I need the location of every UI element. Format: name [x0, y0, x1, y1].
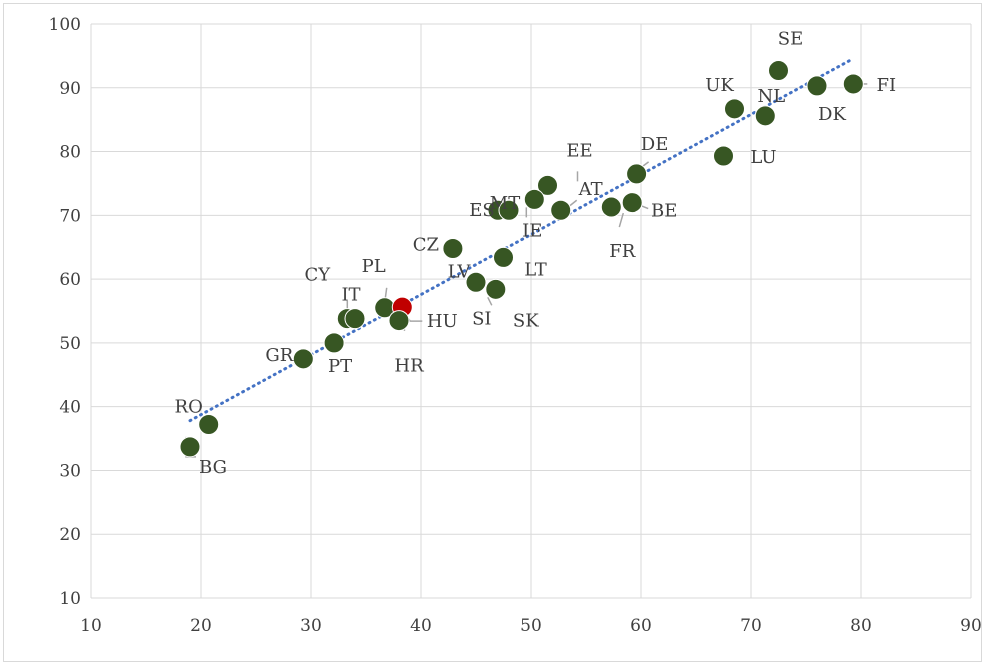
point-label: LT: [524, 259, 547, 280]
point-label: GR: [265, 345, 293, 366]
point-label: CY: [304, 265, 331, 286]
y-tick-label: 20: [59, 525, 81, 545]
data-point: [493, 246, 514, 268]
point-label: RO: [175, 397, 203, 418]
point-label: AT: [578, 179, 603, 200]
point-label: LU: [750, 147, 776, 168]
data-point: [754, 105, 776, 127]
data-point: [465, 271, 487, 293]
point-label: UK: [705, 75, 734, 96]
data-point: [442, 237, 464, 259]
data-point: [621, 192, 643, 214]
point-label: CZ: [413, 234, 439, 255]
x-tick-label: 60: [630, 616, 652, 636]
x-tick-label: 70: [740, 616, 762, 636]
point-label: BE: [651, 201, 677, 222]
data-point: [523, 188, 545, 210]
y-tick-label: 100: [49, 15, 81, 35]
point-label: BG: [199, 457, 227, 478]
data-point: [344, 308, 366, 330]
data-point: [388, 310, 410, 332]
point-label: MT: [490, 193, 520, 214]
data-point: [179, 436, 201, 458]
y-tick-label: 90: [59, 79, 81, 99]
point-label: NL: [757, 86, 785, 107]
point-label: DK: [818, 104, 846, 125]
point-label: HR: [394, 356, 424, 377]
point-label: DE: [641, 134, 669, 155]
point-label: FR: [609, 241, 635, 262]
y-axis-tick-labels: 10 20 30 40 50 60 70 80 90 100: [49, 15, 81, 609]
x-tick-label: 10: [80, 616, 102, 636]
data-point: [198, 414, 220, 436]
x-tick-label: 90: [960, 616, 981, 636]
point-label: ES: [469, 200, 494, 221]
leader-line: [487, 296, 493, 306]
data-point: [626, 163, 648, 185]
x-tick-label: 40: [410, 616, 432, 636]
data-point: [550, 199, 572, 221]
x-tick-label: 30: [300, 616, 322, 636]
point-label: SI: [472, 308, 491, 329]
y-tick-label: 70: [59, 206, 81, 226]
point-label: EE: [566, 140, 592, 161]
x-tick-label: 20: [190, 616, 212, 636]
data-point: [485, 278, 507, 300]
point-label: IE: [522, 220, 542, 241]
y-tick-label: 10: [59, 589, 81, 609]
leader-line: [618, 212, 625, 228]
point-label: LV: [448, 261, 472, 282]
point-label: PL: [362, 256, 386, 277]
y-tick-label: 60: [59, 270, 81, 290]
chart-frame: 10 20 30 40 50 60 70 80 90 100 10 20 30 40 50 60 70 80 90…: [3, 3, 982, 662]
data-point: [842, 73, 864, 95]
x-tick-label: 80: [850, 616, 872, 636]
y-tick-label: 50: [59, 334, 81, 354]
data-point: [498, 199, 520, 221]
point-label: PT: [328, 356, 352, 377]
y-tick-label: 80: [59, 143, 81, 163]
data-points: [179, 60, 864, 458]
y-tick-label: 40: [59, 398, 81, 418]
x-axis-tick-labels: 10 20 30 40 50 60 70 80 90: [80, 616, 982, 636]
point-label: SK: [513, 310, 539, 331]
data-point: [537, 174, 558, 196]
data-point: [806, 75, 828, 97]
point-label: HU: [427, 311, 458, 332]
y-tick-label: 30: [59, 461, 81, 481]
gridlines: [90, 23, 972, 599]
data-point: [768, 60, 789, 82]
point-label: IT: [341, 285, 360, 306]
data-point: [292, 348, 314, 370]
scatter-chart: 10 20 30 40 50 60 70 80 90 100 10 20 30 40 50 60 70 80 90…: [49, 15, 982, 636]
data-point: [724, 98, 745, 120]
data-point: [600, 196, 622, 218]
data-point: [713, 145, 734, 167]
point-label: FI: [876, 75, 896, 96]
data-point: [323, 332, 345, 354]
point-label: SE: [778, 29, 803, 50]
x-tick-label: 50: [520, 616, 542, 636]
